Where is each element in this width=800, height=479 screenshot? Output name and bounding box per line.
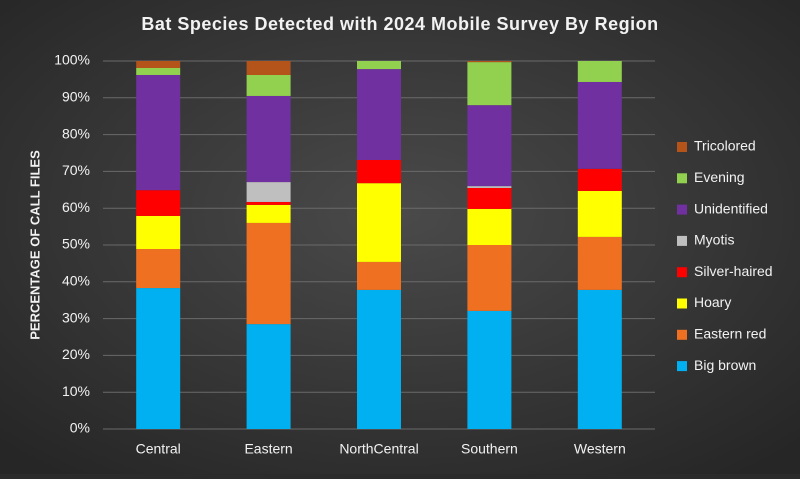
bar-segment (246, 204, 291, 223)
bar-segment (136, 74, 181, 191)
legend-swatch (677, 267, 687, 278)
x-tick-label: Central (136, 441, 181, 457)
legend-label: Evening (694, 169, 745, 185)
bar-segment (467, 245, 512, 311)
legend-swatch (677, 235, 687, 246)
bar-segment (246, 74, 291, 96)
y-tick-label: 90% (62, 89, 90, 105)
legend-label: Hoary (694, 294, 731, 310)
bar-segment (246, 61, 291, 75)
y-tick-label: 40% (62, 273, 90, 289)
chart-title: Bat Species Detected with 2024 Mobile Su… (141, 14, 658, 34)
bar-segment (357, 183, 401, 262)
legend-swatch (677, 329, 687, 340)
bar-segment (577, 168, 622, 191)
x-tick-label: Western (574, 441, 626, 457)
legend-swatch (677, 361, 687, 372)
bar-segment (246, 201, 291, 205)
y-tick-label: 80% (62, 125, 90, 141)
bar-segment (467, 105, 512, 187)
legend-label: Silver-haired (694, 263, 773, 279)
y-tick-label: 10% (62, 383, 90, 399)
y-tick-label: 0% (70, 420, 90, 436)
legend-swatch (677, 204, 687, 215)
bar-segment (357, 61, 401, 70)
bar-segment (577, 61, 622, 82)
y-tick-label: 70% (62, 162, 90, 178)
bar-segment (246, 95, 291, 183)
y-tick-label: 100% (54, 52, 90, 68)
legend-label: Unidentified (694, 200, 768, 216)
bar-segment (357, 289, 401, 429)
y-tick-label: 30% (62, 309, 90, 325)
legend-label: Big brown (694, 357, 756, 373)
bar-segment (467, 310, 512, 429)
bar-segment (136, 67, 181, 75)
y-tick-label: 50% (62, 236, 90, 252)
bar-segment (136, 61, 181, 68)
bar-segment (136, 190, 181, 216)
bar-segment (136, 288, 181, 429)
bar-segment (246, 182, 291, 202)
bar-segment (357, 261, 401, 290)
bar-segment (577, 81, 622, 169)
y-tick-label: 20% (62, 346, 90, 362)
legend-swatch (677, 298, 687, 309)
legend-label: Eastern red (694, 326, 766, 342)
legend-swatch (677, 173, 687, 184)
bar-segment (467, 208, 512, 245)
bar-segment (136, 215, 181, 250)
bar-segment (577, 190, 622, 237)
bar-segment (246, 222, 291, 325)
legend-label: Tricolored (694, 138, 756, 154)
legend-swatch (677, 142, 687, 152)
bar-segment (136, 249, 181, 289)
bar-segment (467, 186, 512, 188)
x-tick-label: Eastern (244, 441, 292, 457)
x-tick-label: NorthCentral (339, 441, 418, 457)
bar-segment (357, 159, 401, 184)
bar-segment (467, 61, 512, 63)
bar-segment (467, 187, 512, 209)
x-tick-label: Southern (461, 441, 518, 457)
bar-segment (577, 236, 622, 290)
bar-segment (357, 69, 401, 160)
y-tick-label: 60% (62, 199, 90, 215)
legend-label: Myotis (694, 232, 734, 248)
bar-segment (467, 62, 512, 106)
y-axis-label: PERCENTAGE OF CALL FILES (27, 150, 42, 340)
bar-segment (246, 324, 291, 429)
bar-segment (577, 289, 622, 429)
